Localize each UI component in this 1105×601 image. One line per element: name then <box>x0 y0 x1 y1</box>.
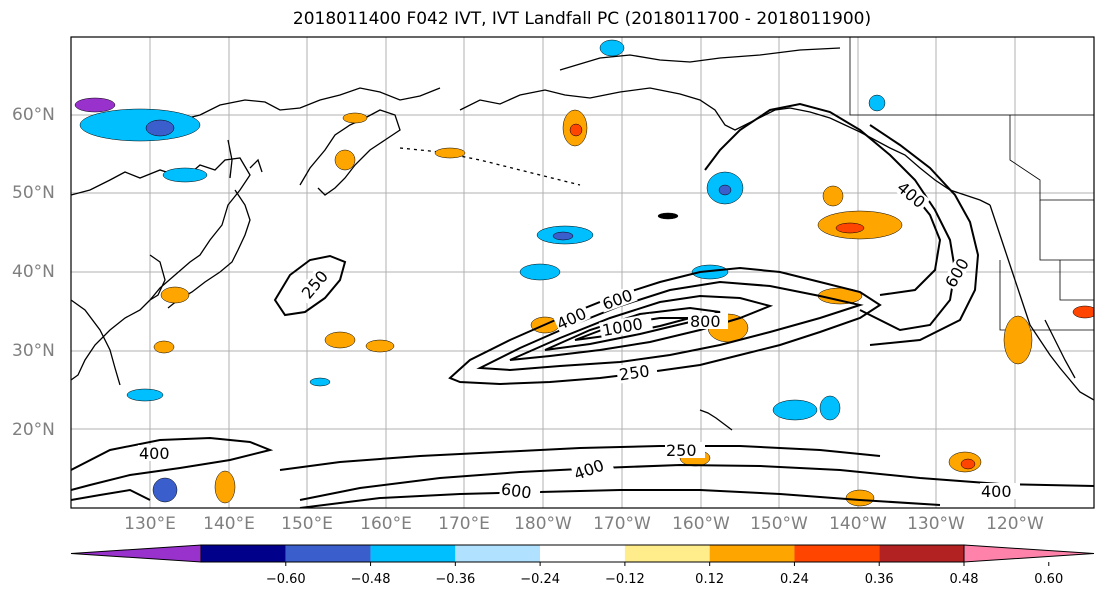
lon-label: 180°W <box>514 514 572 534</box>
colorbar-tick-label: 0.24 <box>779 572 809 587</box>
colorbar-tick-label: 0.12 <box>695 572 725 587</box>
baja-coast <box>1044 319 1076 379</box>
ivt-contour-south-sw <box>71 488 151 501</box>
contour-label: 250 <box>618 361 651 384</box>
ivt-contour-south-250 <box>279 445 881 471</box>
ivt-contour-600 <box>509 294 774 361</box>
hawaii <box>699 409 733 431</box>
ivt-contour-south-400 <box>71 436 274 491</box>
political-borders <box>849 37 1094 331</box>
korea-coast <box>149 254 166 301</box>
colorbar-tick-label: −0.60 <box>265 572 306 587</box>
contour-label: 600 <box>600 286 635 314</box>
siberia-coast <box>179 87 441 121</box>
colorbar-bin <box>794 545 880 562</box>
ivt-contour-400 <box>476 280 864 372</box>
lat-label: 30°N <box>12 341 55 361</box>
map-frame <box>70 36 1095 509</box>
ivt-contour-south-600 <box>299 489 941 508</box>
graticule <box>71 37 1094 508</box>
colorbar-tick-label: 0.48 <box>949 572 979 587</box>
contour-label: 600 <box>500 479 533 502</box>
colorbar-tick-label: −0.48 <box>350 572 391 587</box>
ivt-contour-250-west <box>273 254 347 317</box>
colorbar-bin <box>285 545 371 562</box>
colorbar-tick-label: −0.12 <box>604 572 645 587</box>
lon-label: 150°W <box>750 514 808 534</box>
alaska-north <box>559 47 841 71</box>
kamchatka-coast <box>299 109 401 196</box>
lat-label: 50°N <box>12 183 55 203</box>
lon-label: 160°W <box>672 514 730 534</box>
colorbar-bin <box>540 545 625 562</box>
colorbar-tick-label: 0.36 <box>864 572 894 587</box>
lat-label: 40°N <box>12 262 55 282</box>
ivt-contour-ar-arc-mid <box>879 189 942 296</box>
lon-label: 150°E <box>281 514 333 534</box>
alaska-coast <box>459 87 991 206</box>
colorbar-tick-label: 0.60 <box>1034 572 1064 587</box>
lon-label: 140°W <box>829 514 887 534</box>
lon-label: 170°E <box>438 514 490 534</box>
contour-label: 800 <box>690 312 721 331</box>
colorbar-bin <box>455 545 541 562</box>
lat-label: 60°N <box>12 105 55 125</box>
ivt-contour-ar-arc <box>704 102 957 332</box>
china-coast <box>71 299 121 386</box>
lon-label: 160°E <box>360 514 412 534</box>
lon-label: 140°E <box>203 514 255 534</box>
lon-label: 120°W <box>986 514 1044 534</box>
colorbar <box>70 544 1095 566</box>
colorbar-tick-label: −0.36 <box>435 572 476 587</box>
contour-label: 400 <box>981 482 1012 501</box>
colorbar-bin <box>624 545 710 562</box>
ivt-contour-south-400b <box>299 463 1094 501</box>
colorbar-extend-high <box>963 544 1095 563</box>
colorbar-bin <box>201 545 286 562</box>
asia-coast <box>71 157 251 381</box>
contour-label: 250 <box>666 441 697 460</box>
ivt-contour-ar-arc-inner <box>869 124 980 346</box>
na-west-coast <box>989 204 1094 401</box>
contour-label: 400 <box>139 444 170 463</box>
map-title: 2018011400 F042 IVT, IVT Landfall PC (20… <box>292 9 872 29</box>
ivt-contour-250 <box>448 266 882 386</box>
colorbar-bin <box>879 545 964 562</box>
pc-shading <box>74 39 1094 507</box>
colorbar-frame <box>200 544 965 563</box>
contour-label: 400 <box>571 456 606 484</box>
lat-label: 20°N <box>12 420 55 440</box>
colorbar-extend-low <box>70 544 202 563</box>
colorbar-tick-label: −0.24 <box>520 572 561 587</box>
map-area: 250 400 600 1000 800 250 250 400 400 600… <box>71 37 1094 508</box>
lon-label: 170°W <box>593 514 651 534</box>
lon-label: 130°W <box>907 514 965 534</box>
aleutian-chain <box>399 147 581 186</box>
lon-label: 130°E <box>124 514 176 534</box>
colorbar-bin <box>370 545 456 562</box>
colorbar-bin <box>709 545 795 562</box>
sakhalin-coast <box>227 139 233 179</box>
